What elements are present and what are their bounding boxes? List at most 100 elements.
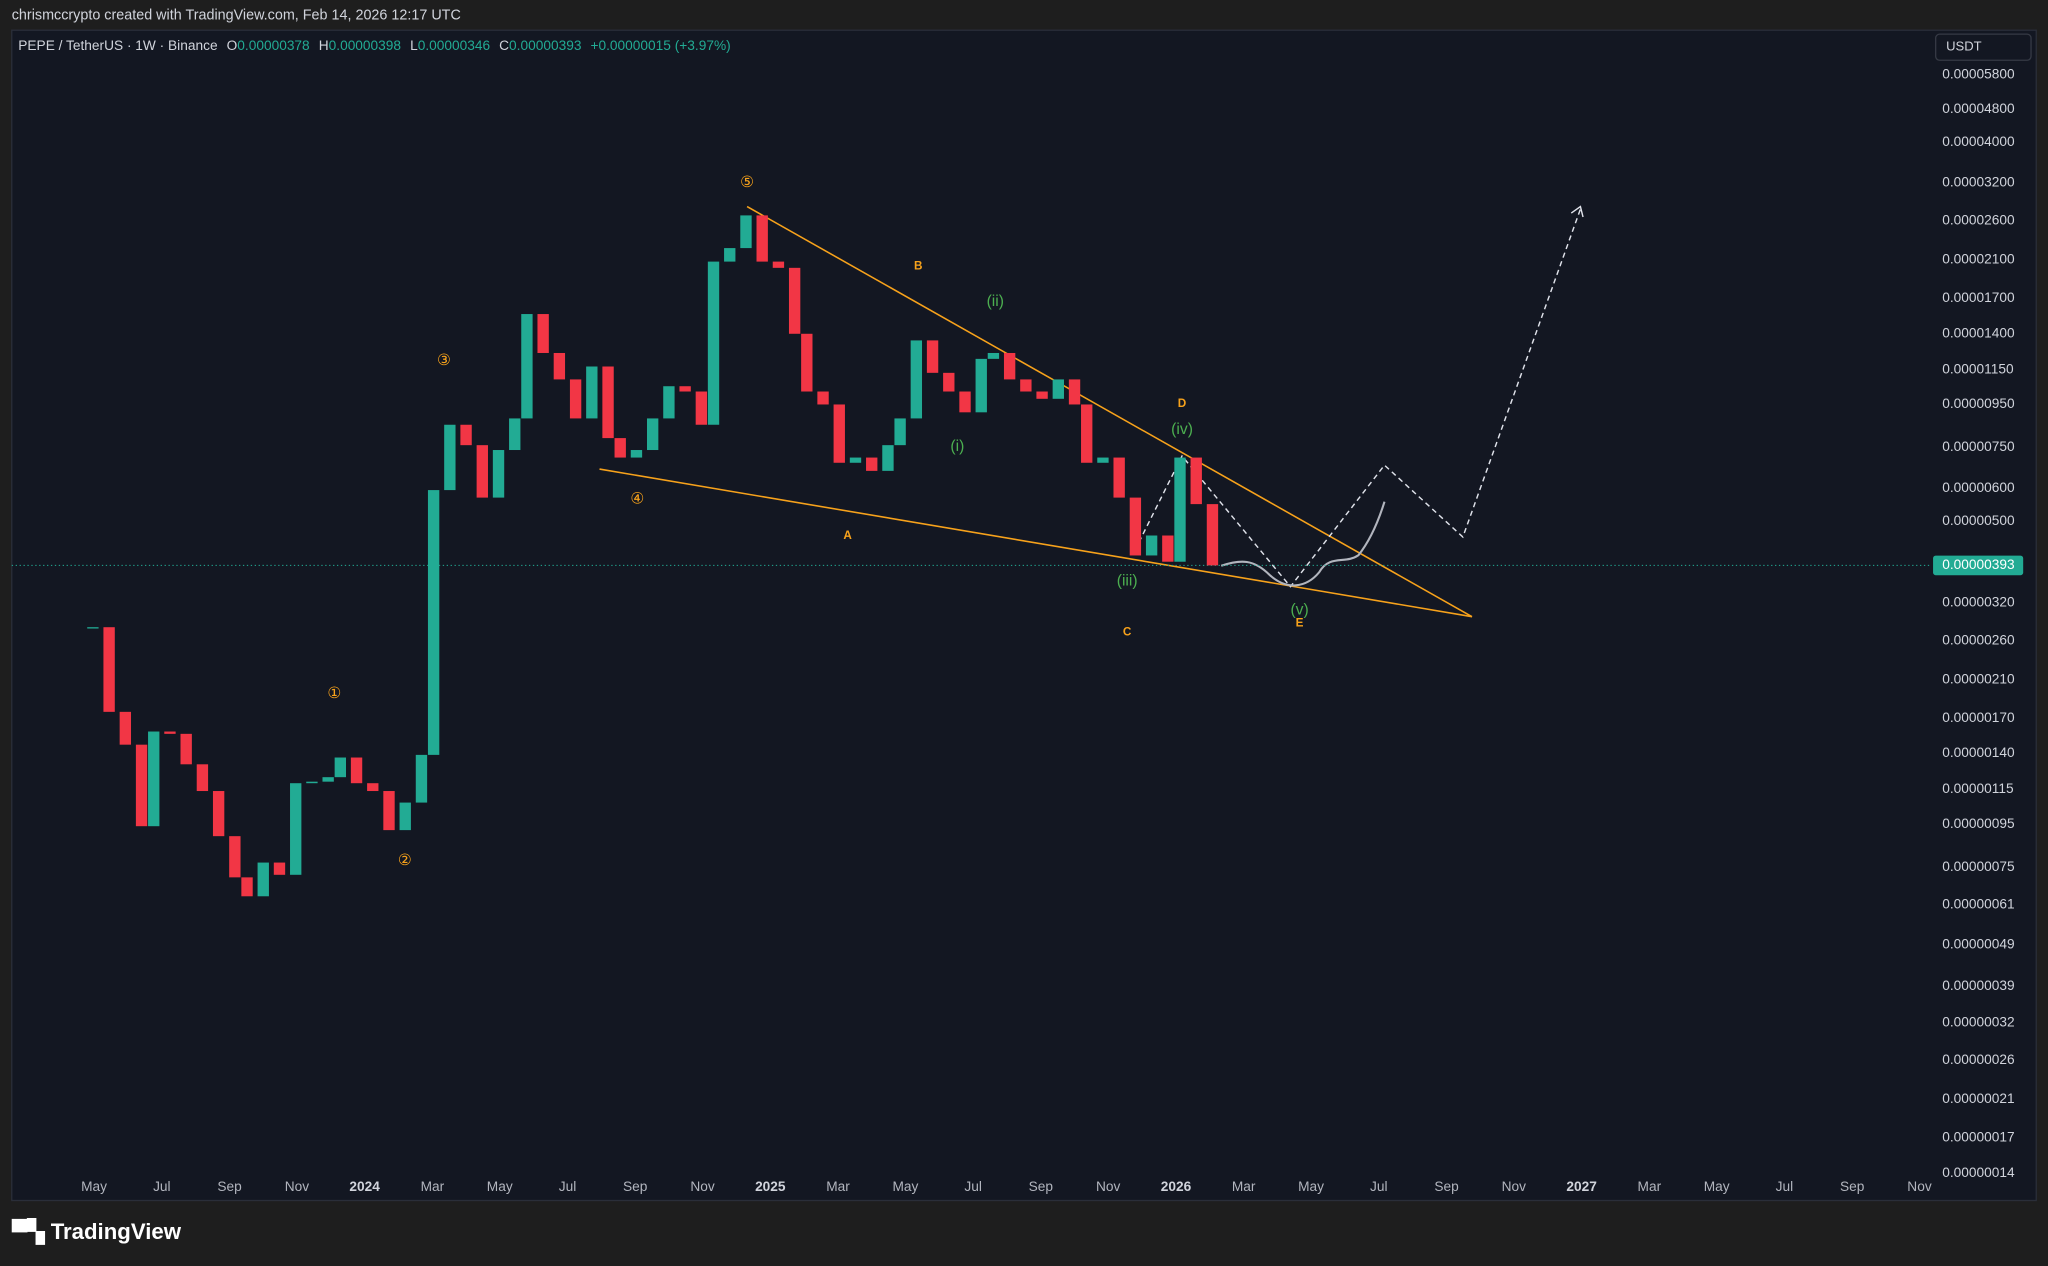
candle — [241, 877, 253, 897]
y-tick-label: 0.00000210 — [1942, 671, 2015, 686]
x-tick-label: 2024 — [349, 1179, 380, 1194]
open-label: O — [227, 38, 238, 53]
minor-wave-label: (iv) — [1171, 421, 1193, 438]
footer-logo: ▀▚ TradingView — [12, 1218, 182, 1245]
x-tick-label: Jul — [964, 1179, 982, 1194]
candle — [399, 802, 411, 831]
logo-text: TradingView — [51, 1219, 182, 1244]
minor-wave-label: (i) — [950, 438, 964, 455]
candle — [1113, 457, 1125, 498]
legend: PEPE / TetherUS · 1W · Binance O0.000003… — [18, 38, 730, 53]
x-tick-label: 2025 — [755, 1179, 786, 1194]
y-tick-label: 0.00000032 — [1942, 1014, 2014, 1029]
candle — [772, 261, 785, 268]
y-tick-label: 0.00000049 — [1942, 937, 2014, 952]
candle — [229, 836, 241, 878]
candle — [273, 862, 286, 875]
candle — [334, 757, 347, 778]
header-text: chrismccrypto created with TradingView.c… — [12, 8, 461, 24]
x-tick-label: 2027 — [1566, 1179, 1597, 1194]
candle — [1081, 404, 1093, 463]
low-label: L — [410, 38, 418, 53]
primary-wave-label: ⑤ — [740, 174, 754, 191]
candle — [788, 267, 801, 334]
candle — [586, 366, 598, 419]
y-tick-label: 0.00000170 — [1942, 710, 2015, 725]
currency-box[interactable] — [1935, 33, 2032, 61]
candle — [553, 352, 566, 380]
last-price-label: 0.00000393 — [1942, 557, 2015, 572]
x-tick-label: Jul — [1370, 1179, 1388, 1194]
candle — [987, 352, 1000, 359]
candle — [367, 783, 379, 792]
candle — [817, 391, 829, 405]
minor-wave-label: (v) — [1290, 601, 1308, 618]
candle — [1097, 457, 1109, 463]
corrective-wave-label: A — [843, 529, 852, 542]
candle — [1162, 535, 1174, 562]
x-tick-label: Nov — [1907, 1179, 1932, 1194]
x-tick-label: May — [487, 1179, 513, 1194]
candle — [882, 445, 894, 471]
candle — [135, 744, 148, 827]
candle — [196, 764, 209, 792]
candle — [926, 340, 939, 373]
y-tick-label: 0.00000950 — [1942, 396, 2015, 411]
plot-layer: 0.00005800 0.00004800 0.00004000 0.00003200… — [11, 66, 2024, 1194]
candle — [1174, 457, 1186, 562]
candle — [87, 627, 99, 629]
candle — [1206, 504, 1219, 566]
x-tick-label: Mar — [421, 1179, 445, 1194]
x-tick-label: Nov — [690, 1179, 715, 1194]
last-price-tag — [1933, 555, 2024, 576]
candle — [959, 391, 971, 413]
candle — [1052, 379, 1064, 399]
corrective-wave-label: C — [1123, 625, 1132, 638]
candle — [1020, 379, 1032, 392]
corrective-wave-label: E — [1296, 616, 1304, 629]
candle — [415, 754, 428, 803]
corrective-wave-label: B — [914, 260, 923, 273]
y-tick-label: 0.00004000 — [1942, 134, 2015, 149]
x-tick-label: 2026 — [1161, 1179, 1192, 1194]
projection-path — [1138, 208, 1582, 588]
open: 0.00000378 — [237, 38, 310, 53]
candle — [833, 404, 845, 463]
x-tick-label: Sep — [217, 1179, 242, 1194]
y-tick-label: 0.00000039 — [1942, 978, 2014, 993]
x-tick-label: Sep — [1840, 1179, 1865, 1194]
candle — [1068, 379, 1081, 405]
currency[interactable]: USDT — [1946, 39, 1982, 54]
candle — [509, 418, 521, 451]
candle — [663, 386, 675, 419]
candle — [383, 791, 395, 831]
candle — [460, 424, 472, 446]
candle — [849, 457, 862, 463]
candle — [537, 314, 549, 353]
y-tick-label: 0.00001700 — [1942, 290, 2015, 305]
candle — [164, 731, 176, 734]
y-tick-label: 0.00000061 — [1942, 897, 2014, 912]
candle — [492, 450, 505, 498]
x-tick-label: Mar — [1638, 1179, 1662, 1194]
candle — [257, 862, 269, 897]
y-tick-label: 0.00002600 — [1942, 213, 2015, 228]
candle — [569, 379, 582, 419]
y-tick-label: 0.00000021 — [1942, 1091, 2014, 1106]
x-tick-label: Mar — [1232, 1179, 1256, 1194]
candle — [180, 733, 192, 765]
candle — [212, 791, 225, 837]
y-tick-label: 0.00000115 — [1942, 781, 2014, 796]
y-tick-label: 0.00002100 — [1942, 251, 2015, 266]
candle — [306, 781, 318, 784]
upper-trendline — [746, 205, 1473, 618]
projection-arrow — [1570, 205, 1584, 218]
x-tick-label: Jul — [1776, 1179, 1794, 1194]
candle — [801, 333, 813, 392]
y-tick-label: 0.00000014 — [1942, 1165, 2015, 1180]
candle — [1145, 535, 1158, 556]
primary-wave-label: ③ — [437, 352, 451, 369]
candle — [695, 391, 708, 425]
